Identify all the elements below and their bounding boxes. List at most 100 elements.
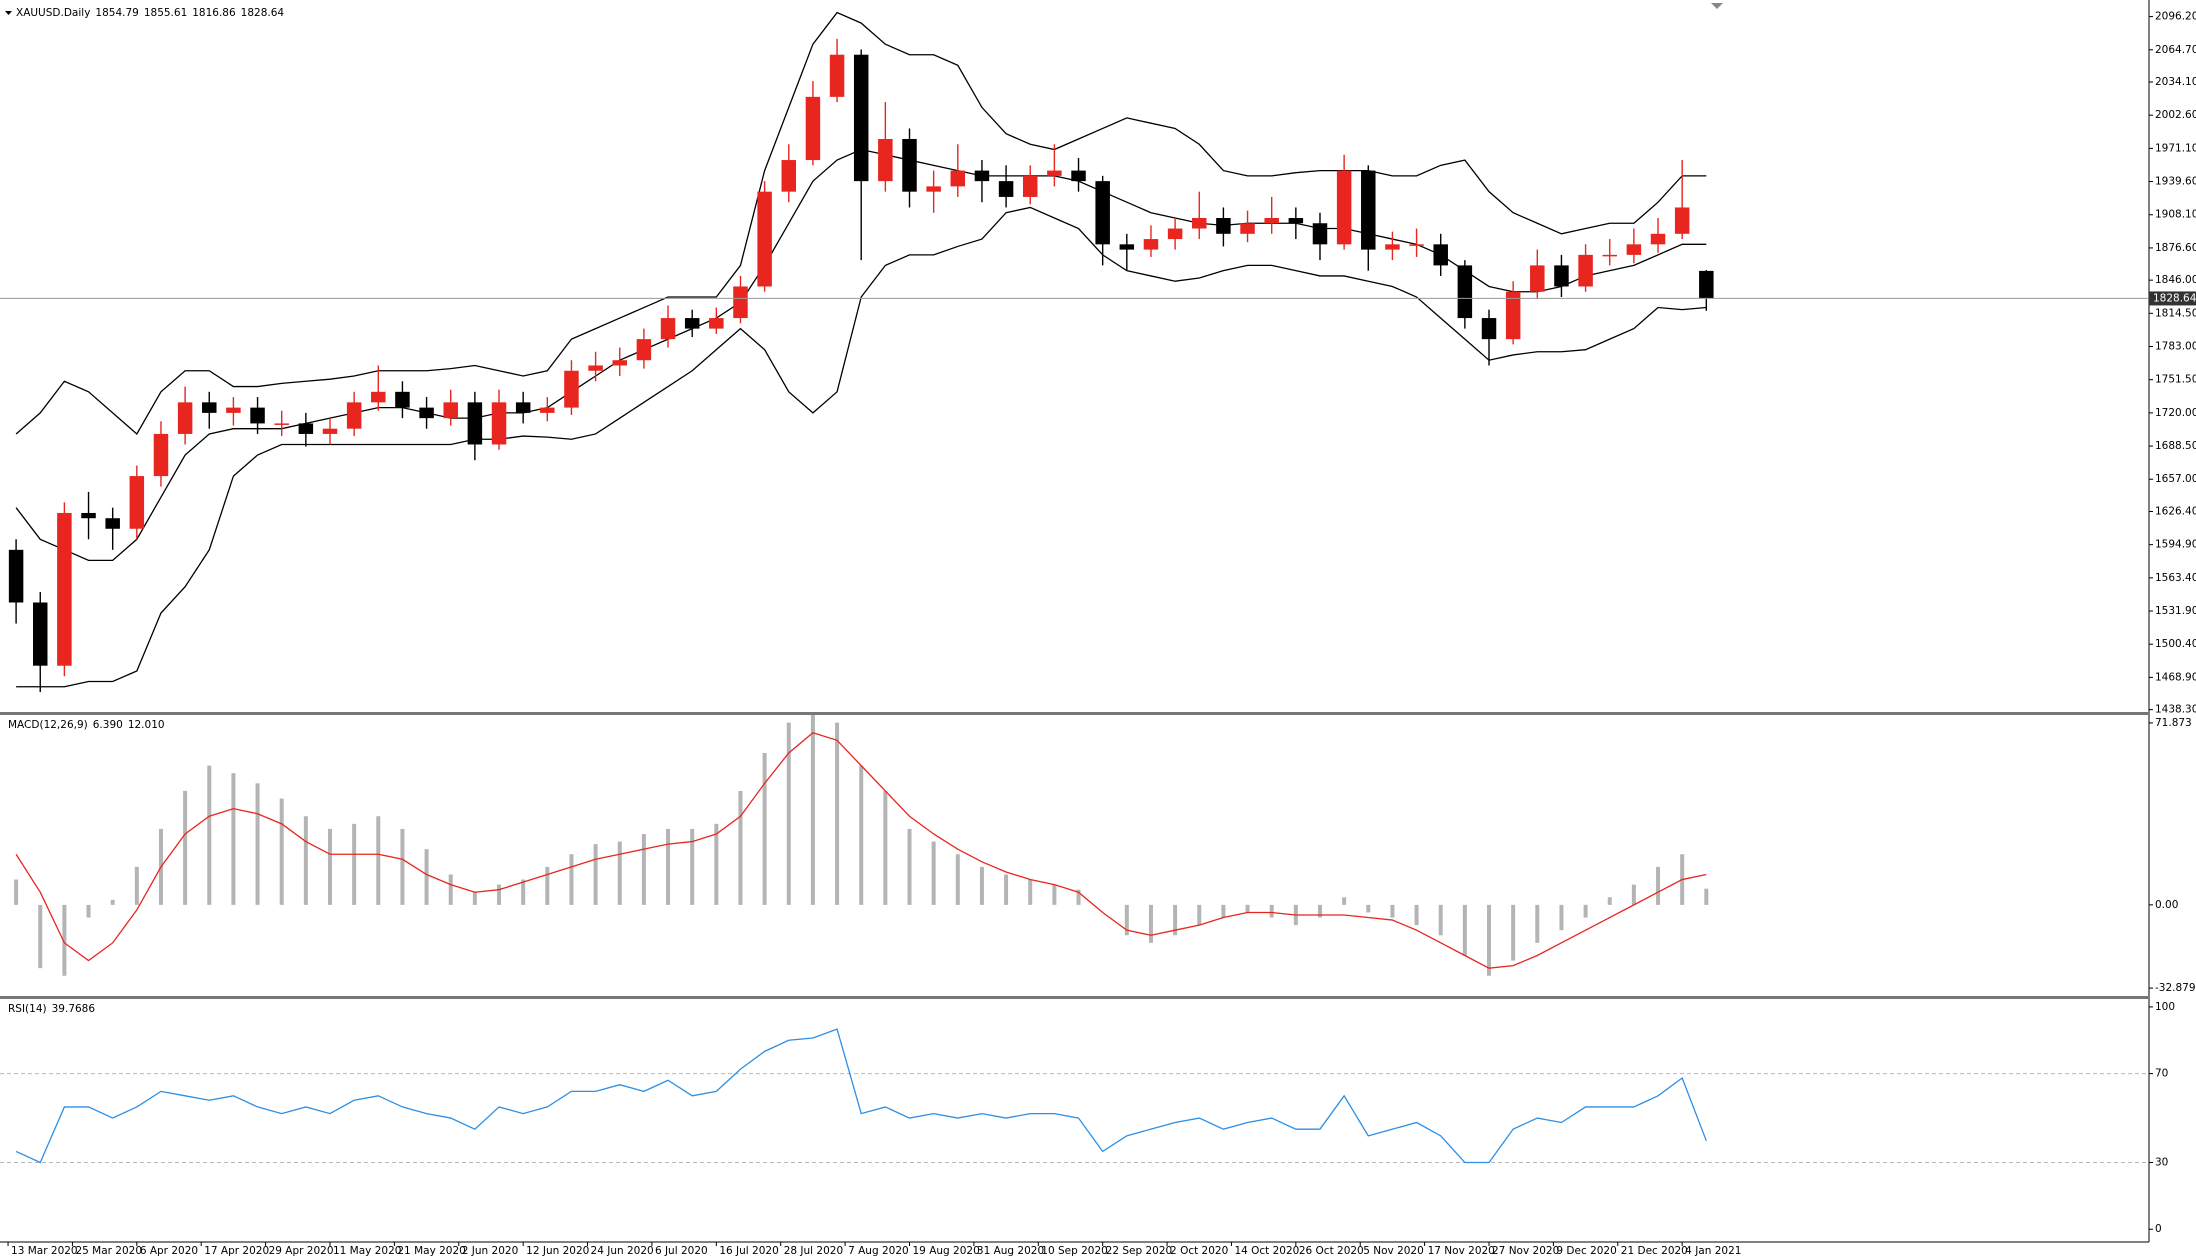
x-tick-label: 10 Sep 2020	[1041, 1245, 1108, 1257]
candle-body	[515, 402, 531, 413]
candle-body	[1095, 181, 1110, 245]
macd-bar	[1076, 889, 1081, 905]
macd-bar	[1704, 888, 1709, 905]
y-tick-label: 1720.00	[2155, 407, 2196, 419]
macd-bar	[979, 866, 984, 905]
header-value: MACD(12,26,9)	[8, 719, 88, 731]
candle-body	[395, 391, 410, 408]
x-tick-label: 22 Sep 2020	[1106, 1245, 1173, 1257]
candle-body	[1433, 244, 1448, 266]
x-tick-label: 29 Apr 2020	[269, 1245, 334, 1257]
y-tick-label: 1876.60	[2155, 242, 2196, 254]
y-tick-label: 1688.50	[2155, 440, 2196, 452]
macd-bar	[1559, 904, 1564, 931]
candle-body	[250, 407, 265, 424]
y-tick-label: 2096.20	[2155, 11, 2196, 23]
candle-body	[853, 54, 869, 182]
candle-body	[419, 407, 434, 419]
candle-body	[757, 191, 772, 287]
header-value: RSI(14)	[8, 1003, 47, 1015]
x-tick-label: 28 Jul 2020	[784, 1245, 843, 1257]
y-tick-label: 2002.60	[2155, 109, 2196, 121]
header-value: 1828.64	[241, 7, 285, 19]
x-tick-label: 13 Mar 2020	[11, 1245, 78, 1257]
candle-body	[443, 402, 458, 419]
y-tick-label: 1531.90	[2155, 605, 2196, 617]
macd-bar	[955, 854, 960, 905]
panel-separator	[0, 996, 2149, 999]
candle-body	[805, 96, 821, 161]
candle-body	[781, 160, 797, 192]
candle-body	[829, 54, 845, 97]
y-tick-label: 71.873	[2155, 717, 2192, 729]
macd-bar	[641, 833, 646, 905]
macd-bar	[424, 849, 429, 905]
candle-body	[1192, 217, 1207, 229]
macd-bar	[1656, 866, 1661, 905]
y-tick-label: 1814.50	[2155, 307, 2196, 319]
macd-bar	[835, 722, 840, 905]
x-tick-label: 25 Mar 2020	[75, 1245, 142, 1257]
candle-body	[684, 318, 700, 329]
y-tick-label: 1783.00	[2155, 341, 2196, 353]
macd-bar	[1342, 897, 1347, 905]
candle-body	[926, 186, 941, 192]
x-tick-label: 17 Apr 2020	[204, 1245, 269, 1257]
macd-bar	[62, 904, 67, 976]
macd-bar	[690, 828, 695, 905]
shift-marker	[1711, 3, 1723, 9]
candle-body	[8, 549, 24, 603]
price-label-box	[2149, 291, 2196, 306]
macd-bar	[521, 879, 526, 905]
candle-body	[998, 181, 1014, 197]
y-tick-label: 1500.40	[2155, 638, 2196, 650]
candle-body	[81, 512, 96, 519]
x-tick-label: 12 Jun 2020	[526, 1245, 589, 1257]
x-tick-label: 21 May 2020	[397, 1245, 465, 1257]
macd-bar	[255, 783, 260, 905]
y-tick-label: 0	[2155, 1223, 2162, 1235]
candle-body	[1071, 170, 1086, 182]
candle-body	[322, 428, 338, 434]
macd-bar	[497, 884, 502, 905]
candle-body	[1530, 265, 1545, 292]
rsi-line	[15, 1028, 1707, 1164]
indicator-header: RSI(14) 39.7686	[8, 1003, 95, 1015]
candle-body	[1626, 244, 1642, 255]
macd-bar	[1631, 884, 1636, 905]
candle-body	[1167, 228, 1183, 240]
y-tick-label: 1626.40	[2155, 505, 2196, 517]
candle-body	[1312, 223, 1328, 245]
x-tick-label: 26 Oct 2020	[1299, 1245, 1364, 1257]
candle-body	[1481, 318, 1497, 340]
macd-bar	[1004, 874, 1009, 905]
macd-bar	[134, 866, 139, 905]
macd-bar	[1317, 904, 1322, 918]
macd-bar	[1197, 904, 1202, 926]
x-tick-label: 9 Dec 2020	[1556, 1245, 1616, 1257]
candle-body	[491, 402, 507, 445]
macd-bar	[231, 773, 236, 905]
macd-bar	[376, 816, 381, 905]
candle-body	[1361, 170, 1376, 250]
macd-bar	[352, 823, 357, 905]
y-tick-label: 1971.10	[2155, 142, 2196, 154]
y-tick-label: 70	[2155, 1068, 2168, 1080]
y-tick-label: 100	[2155, 1001, 2175, 1013]
macd-bar	[1221, 904, 1226, 918]
macd-bar	[593, 844, 598, 905]
x-tick-label: 2 Jun 2020	[462, 1245, 518, 1257]
y-tick-label: 1846.00	[2155, 274, 2196, 286]
macd-bar	[1052, 884, 1057, 905]
indicator-header: MACD(12,26,9) 6.390 12.010	[8, 719, 165, 731]
candle-body	[709, 318, 724, 329]
header-value: 1816.86	[192, 7, 236, 19]
macd-bar	[207, 765, 212, 905]
macd-bar	[38, 904, 43, 969]
header-value: 1855.61	[144, 7, 187, 19]
candle-body	[346, 402, 362, 429]
x-tick-label: 6 Apr 2020	[140, 1245, 198, 1257]
x-tick-label: 7 Aug 2020	[848, 1245, 909, 1257]
candle-body	[298, 423, 314, 434]
